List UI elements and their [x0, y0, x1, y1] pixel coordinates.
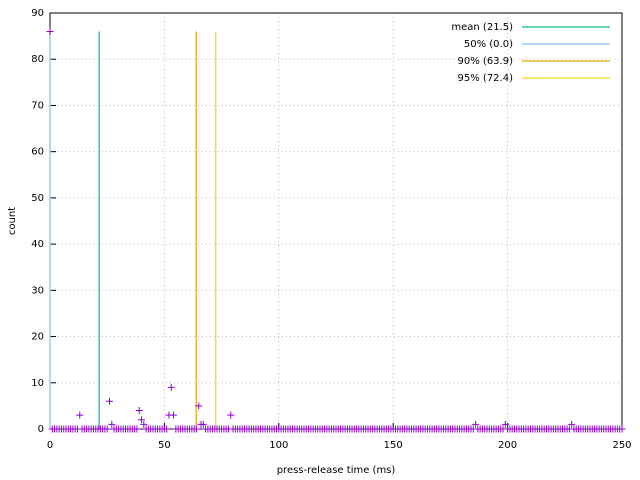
x-tick-label: 250: [612, 440, 631, 451]
y-tick-label: 70: [31, 100, 44, 111]
plot-border: [49, 12, 623, 430]
y-tick-label: 60: [31, 147, 44, 158]
legend-label: 50% (0.0): [464, 39, 513, 50]
y-tick-label: 20: [31, 332, 44, 343]
x-tick-label: 200: [498, 440, 517, 451]
y-tick-label: 10: [31, 378, 44, 389]
y-tick-label: 90: [31, 8, 44, 19]
y-tick-label: 50: [31, 193, 44, 204]
point: [46, 27, 54, 35]
point: [501, 420, 509, 428]
y-tick-label: 0: [38, 424, 44, 435]
point: [135, 407, 143, 415]
point: [227, 411, 235, 419]
point: [195, 402, 203, 410]
x-tick-label: 150: [384, 440, 403, 451]
legend-label: 90% (63.9): [458, 56, 514, 67]
y-axis-label: count: [7, 207, 18, 235]
point: [472, 420, 480, 428]
point: [103, 425, 111, 433]
point: [192, 425, 200, 433]
y-tick-label: 40: [31, 239, 44, 250]
x-tick-label: 50: [158, 440, 171, 451]
point: [76, 411, 84, 419]
y-tick-label: 80: [31, 54, 44, 65]
x-tick-label: 100: [269, 440, 288, 451]
point: [167, 383, 175, 391]
point: [568, 420, 576, 428]
x-axis-label: press-release time (ms): [277, 465, 396, 476]
point: [170, 411, 178, 419]
point: [133, 425, 141, 433]
x-tick-label: 0: [47, 440, 53, 451]
point: [108, 420, 116, 428]
point: [140, 420, 148, 428]
legend-label: mean (21.5): [451, 22, 513, 33]
y-tick-label: 30: [31, 285, 44, 296]
point: [105, 397, 113, 405]
point: [199, 420, 207, 428]
point: [138, 416, 146, 424]
point: [163, 425, 171, 433]
point: [618, 425, 626, 433]
legend-label: 95% (72.4): [458, 73, 514, 84]
